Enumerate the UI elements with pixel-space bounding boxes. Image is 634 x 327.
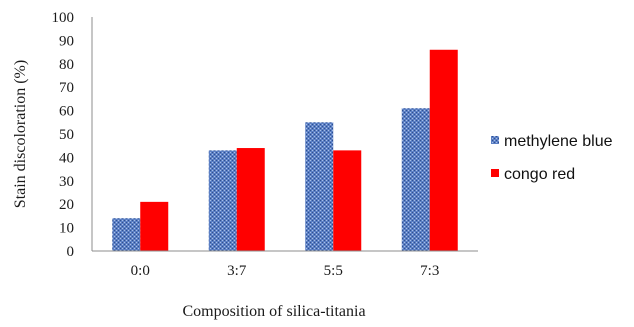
x-tick-label: 7:3 [420,263,439,279]
y-tick-label: 60 [59,104,74,120]
y-tick-label: 80 [59,57,74,73]
y-tick-label: 30 [59,174,74,190]
x-axis-title: Composition of silica-titania [182,303,365,320]
bar-congo-red-7:3 [429,49,458,252]
x-tick-labels: 0:0 3:7 5:5 7:3 [131,263,440,279]
bar-methylene-blue-7:3 [401,108,430,251]
x-tick-label: 5:5 [324,263,343,279]
bar-methylene-blue-3:7 [208,150,237,251]
y-tick-label: 50 [59,127,74,143]
legend: methylene blue congo red [491,133,613,183]
y-tick-label: 40 [59,150,74,166]
y-axis-title: Stain discoloration (%) [12,60,29,208]
x-tick-label: 3:7 [227,263,247,279]
legend-label-congo-red: congo red [504,166,575,183]
y-tick-label: 20 [59,197,74,213]
legend-swatch-methylene-blue [491,136,499,144]
y-tick-labels: 0 10 20 30 40 50 60 70 80 90 100 [52,10,75,260]
y-tick-label: 10 [59,221,74,237]
y-tick-label: 0 [67,244,75,260]
legend-label-methylene-blue: methylene blue [504,133,613,150]
bar-congo-red-5:5 [333,150,362,251]
x-tick-label: 0:0 [131,263,150,279]
bar-congo-red-0:0 [140,201,169,251]
y-tick-label: 70 [59,80,74,96]
plot-area [112,49,458,252]
y-tick-label: 90 [59,33,74,49]
bar-congo-red-3:7 [236,148,265,251]
legend-swatch-congo-red [491,169,499,177]
y-tick-label: 100 [52,10,75,26]
bar-methylene-blue-0:0 [112,218,141,251]
bar-methylene-blue-5:5 [305,122,334,251]
